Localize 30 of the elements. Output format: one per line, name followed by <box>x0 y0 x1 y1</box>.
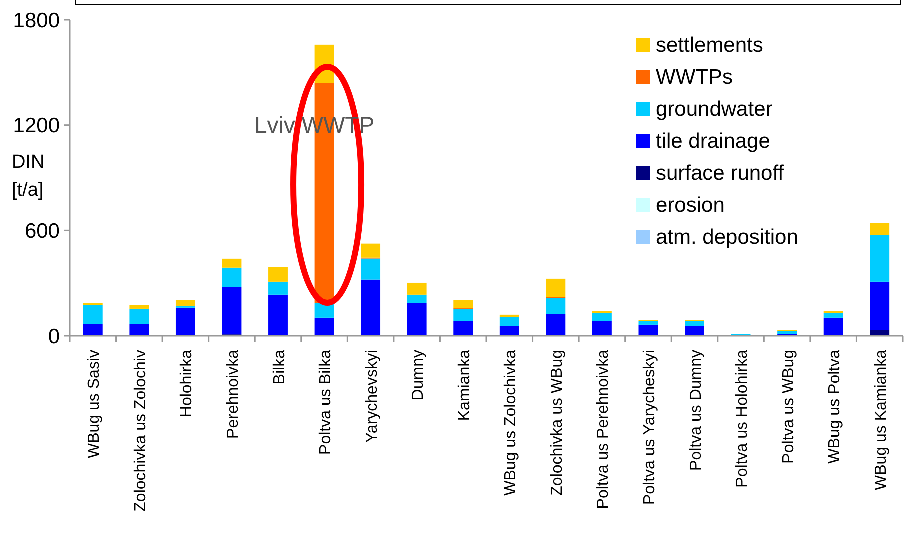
x-tick-label: WBug us Poltva <box>826 350 844 464</box>
y-tick-label: 0 <box>48 325 60 348</box>
x-tick-label: Kamianka <box>456 350 474 422</box>
y-tick-label: 1200 <box>13 114 60 138</box>
legend-label: erosion <box>656 194 725 217</box>
x-tick-label: Poltva us Bilka <box>318 350 335 455</box>
x-tick-label: Poltva us Yarycheskyi <box>641 350 658 506</box>
legend-label: tile drainage <box>656 130 770 153</box>
x-tick-label: Poltva us Perehnoivka <box>595 350 612 510</box>
y-axis-title: DIN [t/a] <box>12 152 45 201</box>
x-tick-label: Yarychevskyi <box>364 350 381 444</box>
x-tick-label: WBug us Kamianka <box>872 350 890 491</box>
x-tick-label: Zolochivka us WBug <box>548 350 566 496</box>
legend-label: settlements <box>656 34 764 57</box>
x-tick-label: Dumny <box>410 350 428 401</box>
legend-label: atm. deposition <box>656 226 798 249</box>
y-tick-label: 1800 <box>13 9 60 32</box>
x-tick-label: Zolochivka us Zolochiv <box>132 350 150 512</box>
x-tick-label: Poltva us Holohirka <box>734 350 752 488</box>
x-tick-label: Perehnoivka <box>224 350 242 439</box>
legend-label: WWTPs <box>656 66 733 89</box>
y-tick-label: 600 <box>24 220 60 244</box>
x-tick-label: Bilka <box>271 350 288 385</box>
x-tick-label: WBug us Sasiv <box>86 350 104 458</box>
x-tick-label: Holohirka <box>178 350 196 418</box>
legend-label: groundwater <box>656 98 773 121</box>
x-tick-label: Poltva us WBug <box>780 350 798 464</box>
x-tick-label: WBug us Zolochivka <box>502 350 520 496</box>
x-tick-label: Poltva us Dumny <box>688 350 705 471</box>
legend-label: surface runoff <box>656 162 784 185</box>
